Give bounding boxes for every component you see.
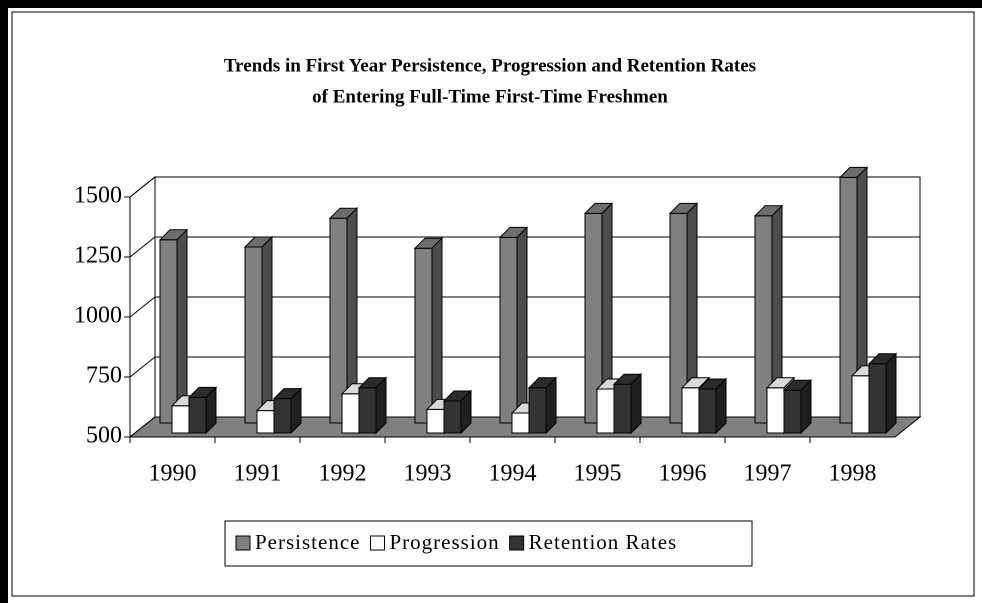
bar bbox=[498, 226, 529, 425]
bar-face bbox=[516, 226, 528, 425]
grid-line bbox=[129, 296, 920, 318]
bar-face bbox=[414, 247, 433, 424]
bar bbox=[413, 236, 444, 425]
bar bbox=[867, 352, 898, 435]
bar-face bbox=[431, 236, 443, 425]
bar-face bbox=[698, 388, 717, 434]
bar bbox=[158, 228, 189, 425]
bar-face bbox=[341, 393, 360, 434]
bar-face bbox=[188, 396, 207, 434]
x-tick-label: 1990 bbox=[149, 461, 197, 487]
bar-face bbox=[375, 376, 387, 435]
bar-face bbox=[256, 410, 275, 434]
bar-face bbox=[426, 408, 445, 434]
bar bbox=[187, 386, 218, 435]
legend bbox=[224, 520, 753, 567]
bar bbox=[612, 372, 643, 435]
bar-face bbox=[499, 236, 518, 424]
bar-face bbox=[545, 376, 557, 435]
bar-face bbox=[176, 228, 188, 425]
x-tick-label: 1992 bbox=[319, 461, 367, 487]
y-tick-label: 500 bbox=[86, 423, 122, 449]
bar-face bbox=[715, 377, 727, 435]
bar-face bbox=[766, 387, 785, 434]
bar-face bbox=[460, 389, 472, 435]
bar bbox=[782, 378, 813, 435]
bar-face bbox=[205, 386, 217, 435]
bar bbox=[442, 389, 473, 435]
x-tick-label: 1995 bbox=[574, 461, 622, 487]
bar-face bbox=[171, 405, 190, 434]
chart-title: of Entering Full-Time First-Time Freshme… bbox=[312, 86, 668, 107]
bar-face bbox=[851, 375, 870, 434]
bar-face bbox=[159, 239, 178, 424]
bar-face bbox=[528, 387, 547, 434]
grid-line bbox=[129, 236, 920, 258]
bar bbox=[527, 376, 558, 435]
bar-face bbox=[290, 387, 302, 435]
bar-face bbox=[868, 363, 887, 434]
legend-swatch bbox=[235, 535, 251, 551]
x-tick-label: 1994 bbox=[489, 461, 537, 487]
bar bbox=[272, 387, 303, 435]
chart-title: Trends in First Year Persistence, Progre… bbox=[224, 55, 756, 76]
legend-label: Progression bbox=[389, 530, 499, 554]
x-tick-label: 1998 bbox=[829, 461, 877, 487]
chart-frame bbox=[11, 11, 975, 597]
bar-face bbox=[885, 352, 897, 435]
bar-face bbox=[800, 378, 812, 435]
bar-face bbox=[273, 398, 292, 434]
grid-line bbox=[129, 176, 920, 198]
legend-swatch bbox=[509, 535, 525, 551]
legend-label: Retention Rates bbox=[529, 530, 678, 554]
x-tick-label: 1993 bbox=[404, 461, 452, 487]
x-tick-label: 1991 bbox=[234, 461, 282, 487]
bar-face bbox=[630, 372, 642, 435]
bar-face bbox=[261, 235, 273, 425]
bar-face bbox=[783, 389, 802, 434]
y-tick-label: 1500 bbox=[74, 183, 122, 209]
grid-line bbox=[129, 356, 920, 378]
x-tick-label: 1997 bbox=[744, 461, 792, 487]
bar-face bbox=[358, 387, 377, 434]
bar-face bbox=[596, 388, 615, 434]
legend-label: Persistence bbox=[255, 530, 360, 554]
bar-face bbox=[443, 400, 462, 434]
bar bbox=[753, 204, 784, 425]
legend-swatch bbox=[369, 535, 385, 551]
bar-face bbox=[613, 383, 632, 434]
y-tick-label: 1250 bbox=[74, 243, 122, 269]
bar bbox=[243, 235, 274, 425]
bar-face bbox=[681, 387, 700, 434]
bar bbox=[697, 377, 728, 435]
y-tick-label: 750 bbox=[86, 363, 122, 389]
bar bbox=[357, 376, 388, 435]
x-tick-label: 1996 bbox=[659, 461, 707, 487]
bar-face bbox=[511, 412, 530, 434]
bar bbox=[668, 202, 699, 425]
y-tick-label: 1000 bbox=[74, 303, 122, 329]
bar-face bbox=[244, 246, 263, 424]
bar bbox=[838, 166, 869, 425]
bar bbox=[583, 202, 614, 425]
